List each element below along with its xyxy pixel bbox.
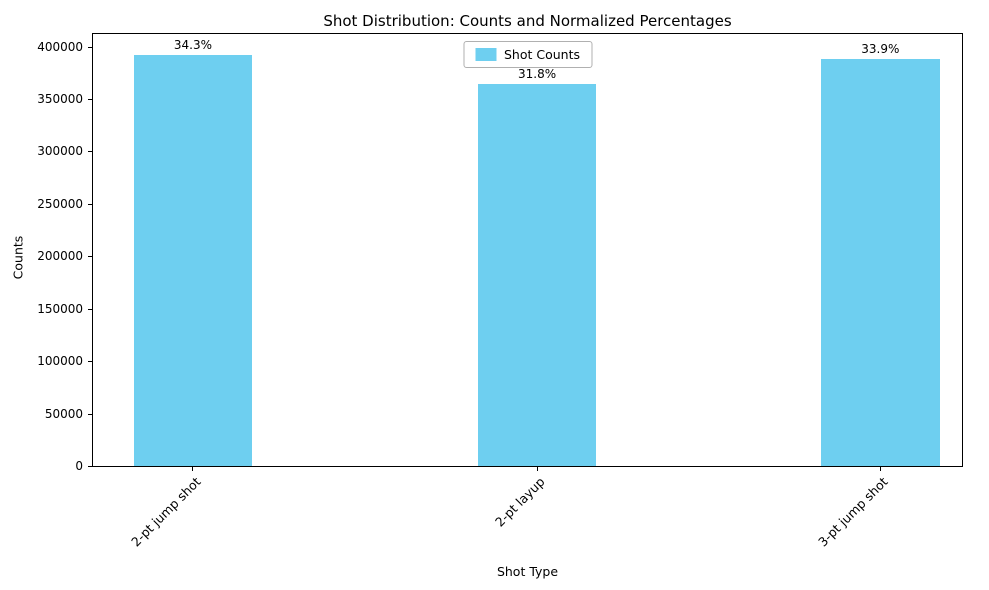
y-tick-label: 250000	[37, 196, 83, 211]
y-tick-mark	[88, 413, 92, 415]
y-tick-label: 400000	[37, 39, 83, 54]
y-tick-mark	[88, 151, 92, 153]
legend-swatch-shot-counts	[474, 48, 496, 61]
bar-2-pt-layup	[477, 84, 597, 466]
y-tick-label: 100000	[37, 354, 83, 369]
y-tick-label: 200000	[37, 249, 83, 264]
y-tick-mark	[88, 203, 92, 205]
legend-label-shot-counts: Shot Counts	[503, 47, 581, 62]
y-tick-mark	[88, 361, 92, 363]
y-tick-label: 50000	[44, 406, 83, 421]
x-tick-mark	[536, 467, 538, 471]
x-tick-mark	[192, 467, 194, 471]
bar-value-label: 34.3%	[173, 37, 212, 52]
bar-value-label: 31.8%	[517, 67, 557, 82]
y-tick-label: 0	[75, 459, 83, 473]
y-tick-label: 300000	[37, 144, 83, 159]
y-tick-mark	[88, 256, 92, 258]
y-tick-mark	[88, 46, 92, 48]
bar-2-pt-jump-shot	[133, 54, 253, 466]
legend: Shot Counts	[462, 41, 593, 68]
bar-value-label: 33.9%	[861, 42, 900, 57]
bar-3-pt-jump-shot	[820, 59, 940, 466]
x-axis-label: Shot Type	[496, 564, 559, 579]
y-tick-mark	[88, 466, 92, 467]
y-tick-mark	[88, 99, 92, 100]
x-tick-mark	[879, 467, 881, 471]
y-tick-label: 350000	[37, 92, 83, 106]
y-tick-mark	[88, 308, 92, 310]
y-tick-label: 150000	[37, 301, 83, 316]
plot-area: Shot Counts 0 50000 100000 150000 200000 2500…	[37, 33, 963, 549]
y-axis-label: Counts	[10, 235, 26, 280]
chart-title: Shot Distribution: Counts and Normalized…	[323, 12, 732, 30]
